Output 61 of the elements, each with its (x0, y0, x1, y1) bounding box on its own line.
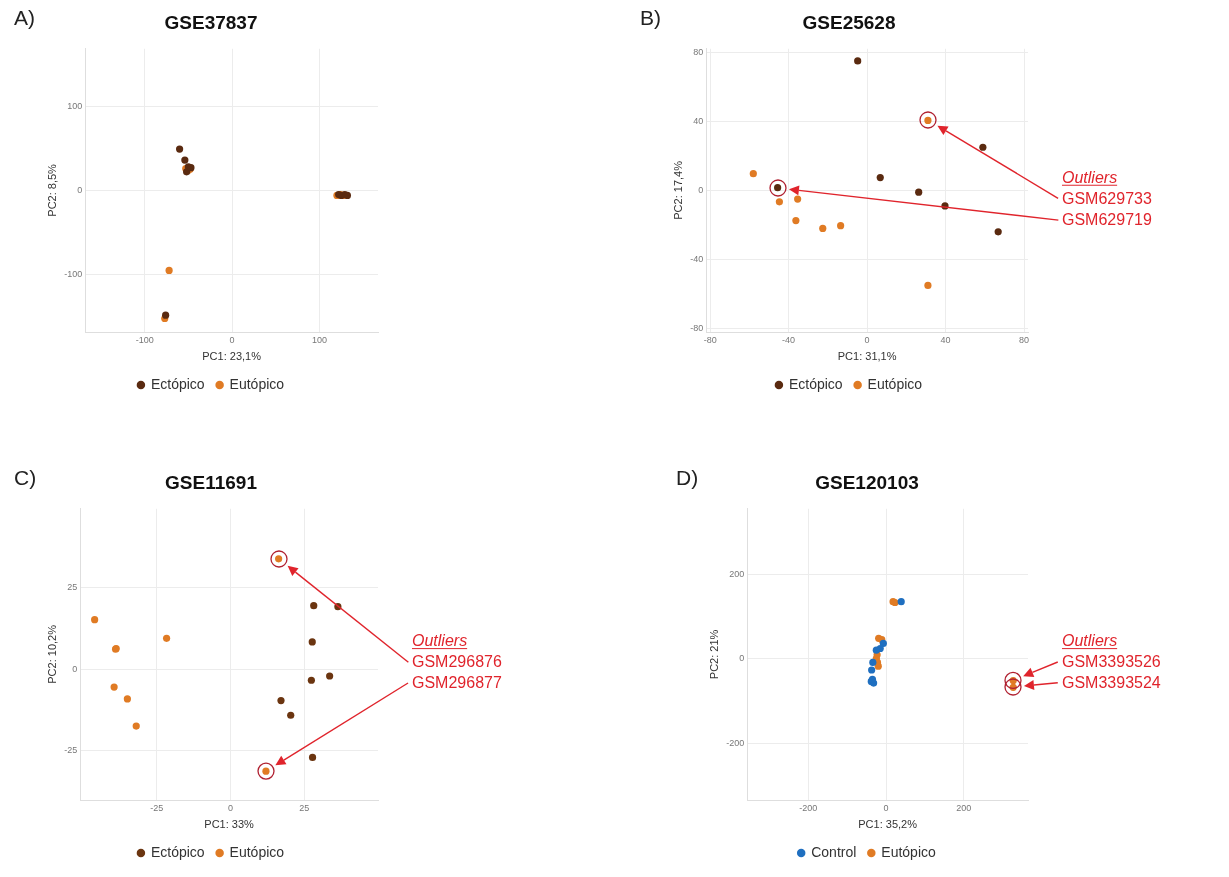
y-tick-label: 0 (739, 653, 745, 664)
chart-title: GSE37837 (164, 11, 258, 33)
x-tick-label: -80 (703, 334, 717, 345)
text: GSM3393526 (1062, 653, 1161, 671)
x-tick-label: -40 (782, 334, 796, 345)
y-tick-label: -40 (690, 253, 704, 264)
legend-label: Eutópico (229, 843, 285, 860)
x-axis-title: PC1: 33% (204, 818, 255, 831)
y-axis-title: PC2: 17,4% (671, 160, 684, 220)
y-tick-label: 0 (72, 663, 78, 674)
chart-subtitle: A) (14, 6, 35, 30)
x-tick-label: 25 (299, 802, 310, 813)
x-tick-label: 80 (1019, 334, 1030, 345)
text: Outliers (412, 632, 468, 650)
text: GSM629733 (1062, 189, 1152, 207)
y-tick-label: 100 (67, 100, 83, 111)
legend-label: Eutópico (881, 843, 937, 860)
y-axis-title: PC2: 8,5% (45, 163, 58, 217)
x-tick-label: 0 (883, 802, 889, 813)
chart-title: GSE120103 (815, 471, 919, 493)
y-tick-label: -100 (64, 269, 83, 280)
text: GSM3393524 (1062, 674, 1161, 692)
x-axis-title: PC1: 23,1% (202, 350, 262, 363)
y-axis-title: PC2: 10,2% (45, 624, 58, 684)
x-axis-title: PC1: 31,1% (837, 350, 897, 363)
text: Outliers (1062, 168, 1118, 186)
y-tick-label: 25 (67, 581, 78, 592)
x-tick-label: 0 (228, 802, 234, 813)
x-tick-label: 40 (940, 334, 951, 345)
x-tick-label: -200 (799, 802, 818, 813)
x-tick-label: 0 (229, 334, 235, 345)
y-tick-label: -200 (726, 737, 745, 748)
y-tick-label: 200 (729, 568, 745, 579)
chart-title: GSE25628 (802, 11, 896, 33)
x-tick-label: 100 (311, 334, 327, 345)
legend-label: Control (811, 843, 857, 860)
x-tick-label: 200 (956, 802, 972, 813)
y-tick-label: -25 (64, 745, 78, 756)
chart-title: GSE11691 (165, 471, 258, 493)
legend-label: Eutópico (867, 375, 923, 392)
x-tick-label: -100 (135, 334, 154, 345)
chart-subtitle: C) (14, 466, 37, 490)
chart-subtitle: B) (640, 6, 661, 30)
y-tick-label: -80 (690, 323, 704, 334)
y-tick-label: 80 (693, 46, 704, 57)
y-tick-label: 0 (698, 184, 704, 195)
y-tick-label: 40 (693, 115, 704, 126)
x-tick-label: 0 (864, 334, 870, 345)
text: GSM296877 (412, 674, 502, 692)
y-tick-label: 0 (77, 184, 83, 195)
y-axis-title: PC2: 21% (707, 629, 720, 680)
legend-label: Ectópico (788, 375, 843, 392)
text: GSM629719 (1062, 210, 1152, 228)
text: GSM296876 (412, 653, 502, 671)
legend-label: Ectópico (150, 843, 205, 860)
x-axis-title: PC1: 35,2% (858, 818, 918, 831)
chart-subtitle: D) (676, 466, 699, 490)
x-tick-label: -25 (150, 802, 164, 813)
text: Outliers (1062, 632, 1118, 650)
legend-label: Eutópico (229, 375, 285, 392)
legend-label: Ectópico (150, 375, 205, 392)
